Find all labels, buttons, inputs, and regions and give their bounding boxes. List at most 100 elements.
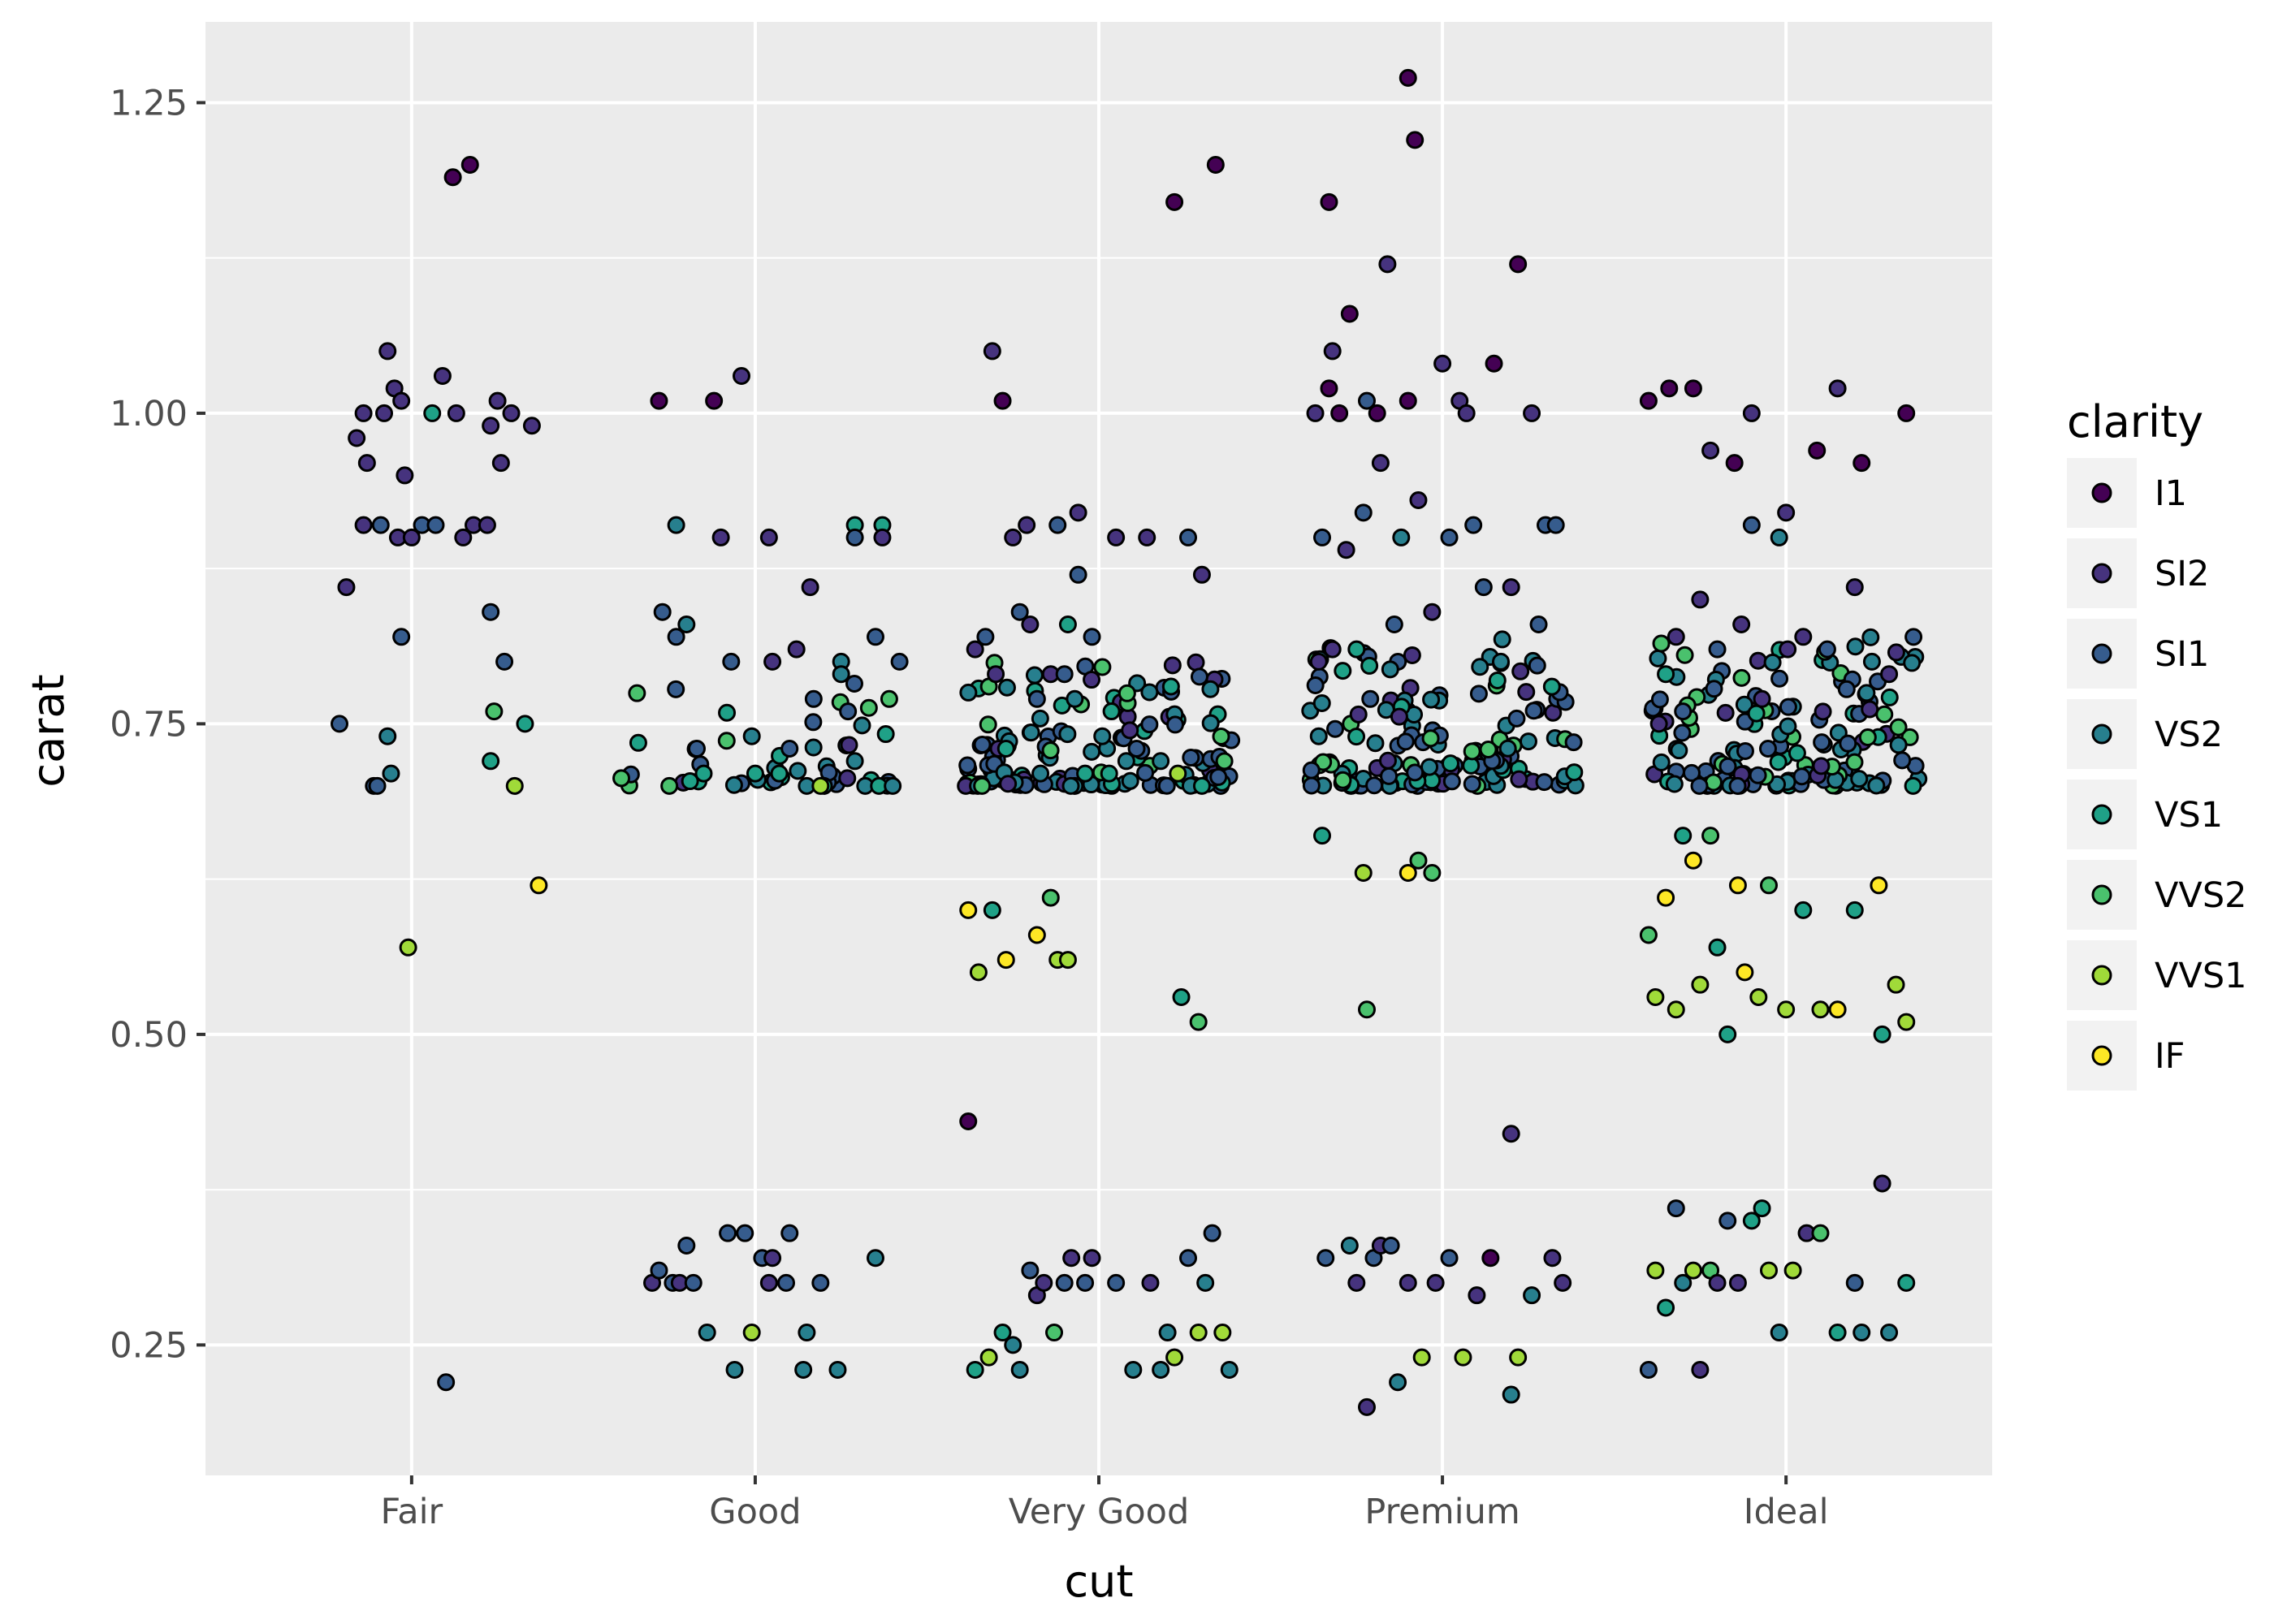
cluster-point [718,703,737,722]
data-point [1657,888,1675,907]
data-point [437,1373,456,1392]
data-point [1736,963,1754,982]
data-point [1213,1324,1232,1342]
data-point [1897,404,1916,422]
cluster-point [1187,653,1205,672]
data-point [1639,391,1658,410]
cluster-point [1334,662,1352,680]
data-point [993,1324,1012,1342]
data-point [1684,379,1702,398]
data-point [1667,1199,1685,1218]
data-point [1794,901,1813,919]
data-point [1165,1348,1184,1367]
legend-swatch [2091,804,2112,825]
cluster-point [1846,637,1865,656]
data-point [1760,876,1778,895]
data-point [1004,1336,1022,1354]
data-point [780,1224,799,1242]
data-point [1862,652,1881,671]
data-point [725,1360,744,1379]
data-point [983,901,1001,919]
cluster-point [1705,680,1723,698]
data-point [1340,1236,1359,1255]
data-point [1192,565,1211,584]
cluster-point [667,680,685,698]
data-point [357,454,376,473]
data-point [392,391,411,410]
data-point [1399,1273,1417,1292]
data-point [763,1249,782,1268]
cluster-point [1380,767,1399,785]
data-point [1554,1273,1572,1292]
cluster-point [1880,688,1899,706]
data-point [1674,1273,1693,1292]
data-point [832,665,850,684]
data-point [348,429,366,447]
data-point [1880,1324,1899,1342]
cluster-point [1732,668,1751,687]
cluster-point [1058,725,1077,744]
cluster-point [1463,742,1481,761]
data-point [1399,391,1417,410]
cluster-point [1850,770,1869,788]
cluster-point [1889,718,1908,736]
cluster-point [1704,773,1723,792]
legend-label: VVS1 [2155,956,2246,996]
data-point [485,702,504,721]
cluster-point [1190,667,1208,686]
data-point [1770,1324,1788,1342]
data-point [1124,1360,1143,1379]
y-tick-label: 1.00 [110,394,188,434]
data-point [1811,1000,1830,1019]
cluster-point [1519,732,1537,751]
y-tick-label: 1.25 [110,83,188,123]
x-tick-label: Very Good [1009,1492,1190,1532]
data-point [1004,528,1022,546]
data-point [1753,689,1771,708]
data-point [1058,615,1077,634]
x-tick-label: Premium [1364,1492,1520,1532]
data-point [1474,578,1493,597]
data-point [1045,1324,1063,1342]
legend-swatch [2091,884,2112,905]
data-point [530,876,548,895]
cluster-point [1025,666,1044,685]
data-point [839,702,858,721]
cluster-point [1887,643,1905,662]
data-point [522,417,541,435]
cluster-point [1812,757,1831,775]
cluster-point [1858,728,1877,747]
data-point [1543,1249,1562,1268]
cluster-point [804,713,823,732]
cluster-point [1420,758,1439,776]
data-point [1389,1373,1407,1392]
data-point [794,1360,813,1379]
cluster-point [1716,703,1735,722]
data-points [331,68,1916,1416]
data-point [1660,379,1679,398]
data-point [1035,1273,1053,1292]
data-point [1189,1013,1208,1031]
data-point [811,1273,830,1292]
data-point [976,628,995,646]
cluster-point [804,738,823,757]
data-point [1808,441,1827,460]
data-point [1010,603,1029,621]
data-point [1206,155,1225,174]
data-point [1117,752,1135,771]
data-point [1358,1000,1376,1019]
data-point [759,528,778,546]
data-point [742,1324,761,1342]
cluster-point [1736,741,1754,760]
data-point [780,740,799,758]
data-point [1691,975,1710,994]
data-point [1667,1000,1685,1019]
cluster-point [1650,690,1669,709]
data-point [1172,987,1191,1006]
cluster-point [1903,654,1922,672]
data-point [1138,528,1156,546]
data-point [1337,541,1355,559]
data-point [1852,1324,1871,1342]
data-point [996,740,1015,758]
cluster-point [1365,776,1384,795]
